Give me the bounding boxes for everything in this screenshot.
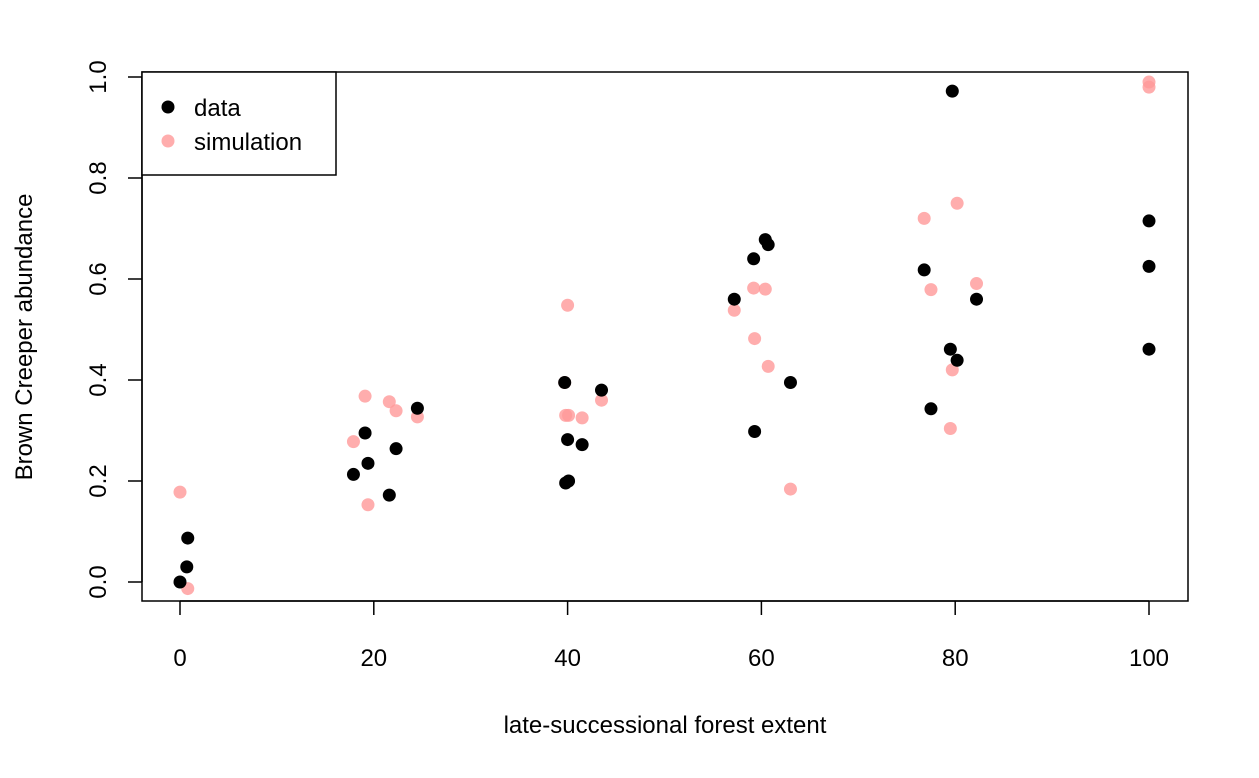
simulation-point	[945, 363, 959, 377]
legend-box	[141, 71, 337, 176]
data-point	[562, 474, 576, 488]
data-point	[561, 433, 575, 447]
simulation-point	[970, 277, 984, 291]
simulation-point	[575, 411, 589, 425]
simulation-point	[758, 282, 772, 296]
data-point	[346, 467, 360, 481]
data-point	[1142, 214, 1156, 228]
x-axis-label: late-successional forest extent	[504, 712, 827, 739]
data-point	[924, 402, 938, 416]
data-point	[575, 438, 589, 452]
data-point	[727, 292, 741, 306]
simulation-point	[1142, 80, 1156, 94]
simulation-point	[361, 498, 375, 512]
y-axis-label: Brown Creeper abundance	[11, 194, 38, 481]
series-data	[173, 84, 1156, 589]
simulation-point	[561, 298, 575, 312]
data-point	[747, 252, 761, 266]
data-point	[595, 383, 609, 397]
y-tick-label: 0.2	[85, 464, 112, 497]
data-point	[1142, 342, 1156, 356]
x-tick-label: 0	[173, 645, 186, 672]
simulation-point	[346, 435, 360, 449]
data-points	[173, 75, 1156, 596]
data-point	[382, 488, 396, 502]
x-tick-label: 40	[554, 645, 581, 672]
y-tick-label: 0.4	[85, 363, 112, 396]
simulation-point	[595, 393, 609, 407]
legend-label-simulation: simulation	[194, 129, 302, 156]
data-point	[173, 575, 187, 589]
legend: data simulation	[141, 71, 337, 176]
data-point	[950, 353, 964, 367]
y-tick-label: 1.0	[85, 60, 112, 93]
y-tick-label: 0.8	[85, 161, 112, 194]
x-tick-label: 80	[942, 645, 969, 672]
data-point	[1142, 259, 1156, 273]
data-point	[358, 426, 372, 440]
simulation-point	[924, 283, 938, 297]
x-tick-label: 60	[748, 645, 775, 672]
data-point	[181, 531, 195, 545]
data-point	[748, 425, 762, 439]
data-point	[783, 376, 797, 390]
data-point	[389, 442, 403, 456]
simulation-point	[562, 408, 576, 422]
simulation-point	[747, 281, 761, 295]
y-tick-label: 0.6	[85, 262, 112, 295]
x-tick-label: 20	[360, 645, 387, 672]
simulation-point	[358, 389, 372, 403]
y-tick-label: 0.0	[85, 565, 112, 598]
data-point	[917, 263, 931, 277]
simulation-point	[783, 482, 797, 496]
simulation-point	[173, 485, 187, 499]
y-axis: 0.0 0.2 0.4 0.6 0.8 1.0	[85, 60, 143, 599]
simulation-point	[727, 303, 741, 317]
x-axis: 0 20 40 60 80 100	[173, 600, 1169, 672]
data-point	[945, 84, 959, 98]
simulation-point	[761, 359, 775, 373]
simulation-point	[943, 421, 957, 435]
data-point	[761, 238, 775, 252]
data-point	[410, 401, 424, 415]
legend-marker-data	[161, 100, 175, 114]
x-tick-label: 100	[1129, 645, 1169, 672]
simulation-point	[748, 332, 762, 346]
legend-label-data: data	[194, 95, 241, 122]
data-point	[558, 376, 572, 390]
data-point	[361, 456, 375, 470]
legend-marker-simulation	[161, 134, 175, 148]
data-point	[943, 342, 957, 356]
simulation-point	[917, 211, 931, 225]
simulation-point	[950, 196, 964, 210]
data-point	[180, 560, 194, 574]
simulation-point	[382, 395, 396, 409]
data-point	[970, 292, 984, 306]
simulation-point	[389, 404, 403, 418]
